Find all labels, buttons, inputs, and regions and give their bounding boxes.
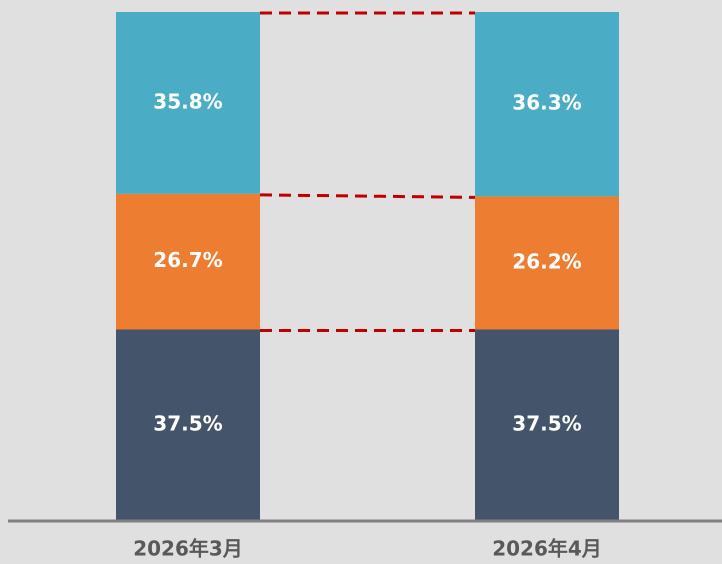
- connector: [259, 193, 476, 199]
- data-label: 35.8%: [153, 89, 222, 113]
- data-label: 26.2%: [512, 249, 581, 273]
- bar-segment: [475, 12, 619, 197]
- bar-segment: [475, 196, 619, 330]
- x-tick-label: 2026年3月: [133, 537, 243, 561]
- bar-segment: [116, 329, 260, 520]
- data-label: 37.5%: [153, 411, 222, 435]
- data-label: 37.5%: [512, 411, 581, 435]
- x-tick-label: 2026年4月: [492, 537, 602, 561]
- data-label: 26.7%: [153, 248, 222, 272]
- bar-segment: [116, 193, 260, 330]
- data-label: 36.3%: [512, 91, 581, 115]
- bar-segment: [116, 12, 260, 194]
- bar-segment: [475, 329, 619, 520]
